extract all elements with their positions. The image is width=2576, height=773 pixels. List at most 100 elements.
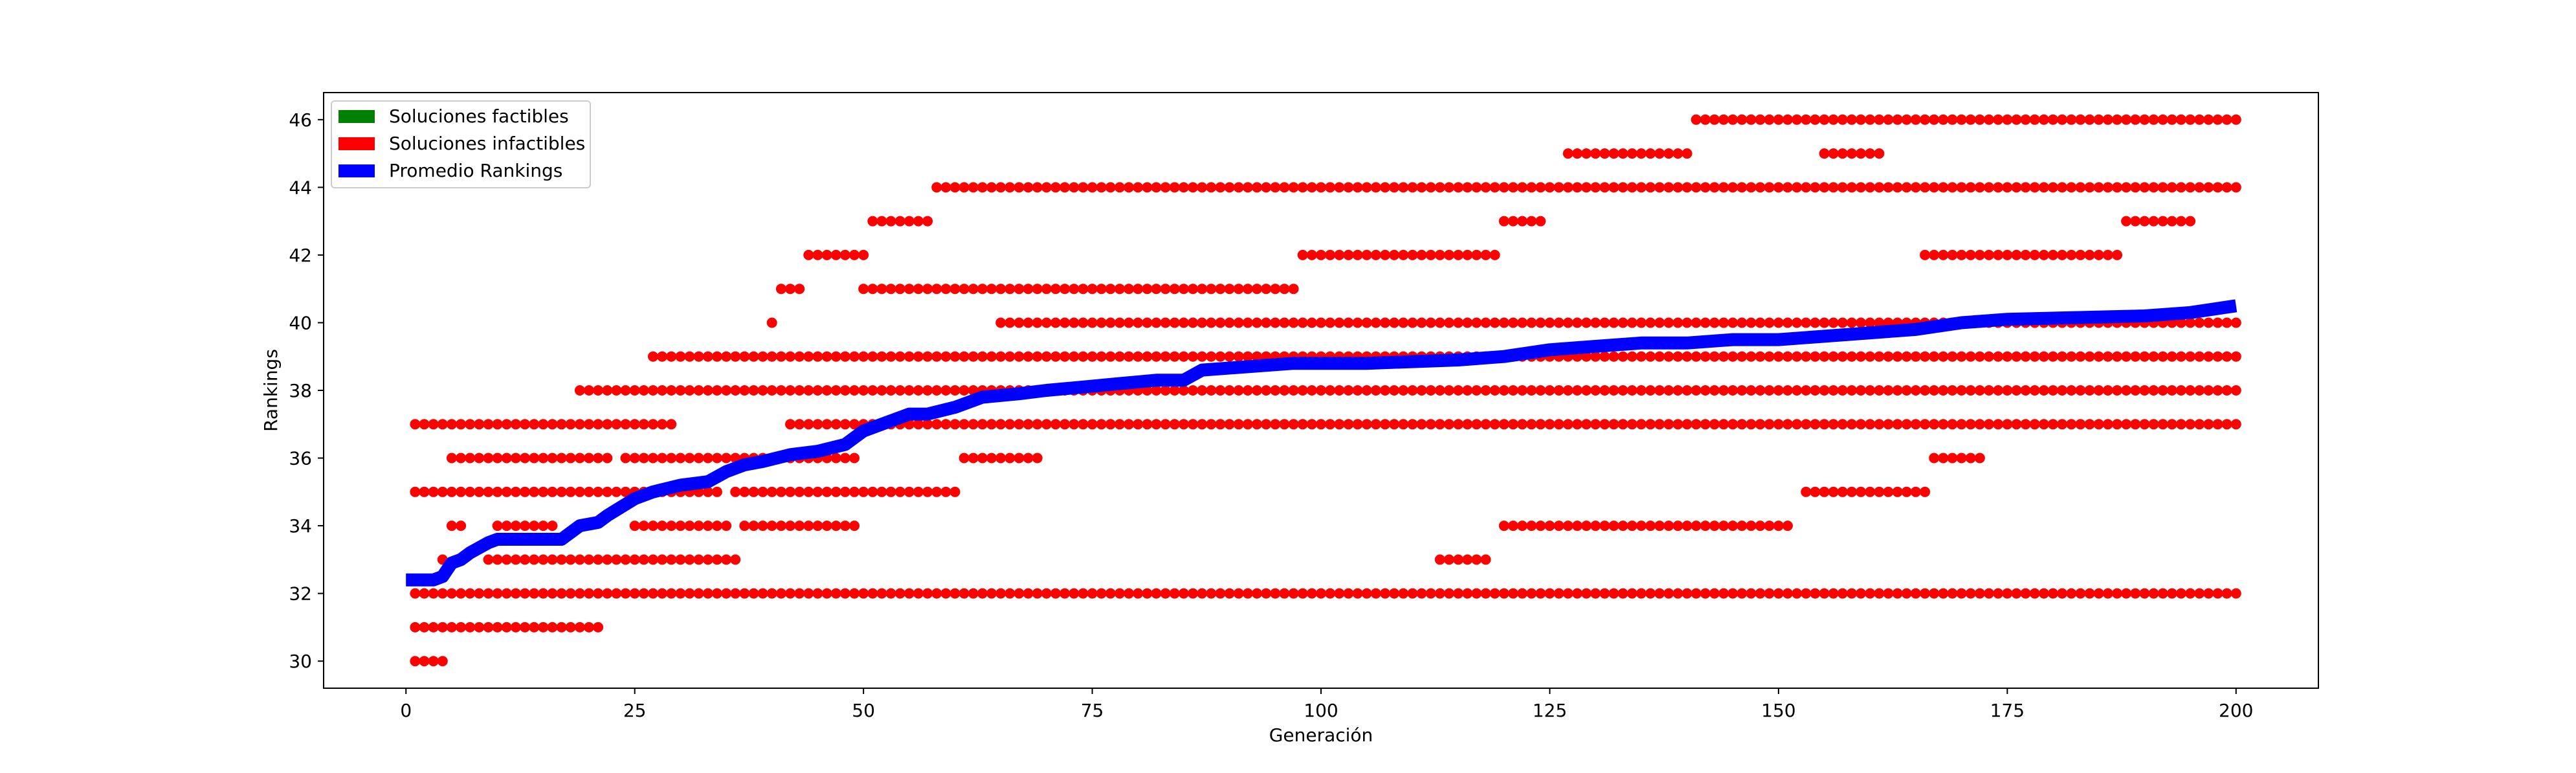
point-soluciones-infactibles [1471,317,1482,328]
point-soluciones-infactibles [1773,419,1784,430]
point-soluciones-infactibles [775,284,786,295]
point-soluciones-infactibles [986,284,997,295]
point-soluciones-infactibles [959,284,970,295]
point-soluciones-infactibles [1462,385,1473,396]
point-soluciones-infactibles [839,453,850,464]
point-soluciones-infactibles [1197,351,1208,362]
point-soluciones-infactibles [2194,588,2205,599]
point-soluciones-infactibles [547,453,558,464]
point-soluciones-infactibles [1672,419,1683,430]
point-soluciones-infactibles [2093,182,2104,193]
point-soluciones-infactibles [2057,385,2068,396]
point-soluciones-infactibles [894,216,905,227]
point-soluciones-infactibles [538,486,549,497]
point-soluciones-infactibles [1425,385,1436,396]
point-soluciones-infactibles [785,351,795,362]
point-soluciones-infactibles [1169,284,1180,295]
point-soluciones-infactibles [2038,351,2049,362]
x-tick-label: 25 [623,700,647,721]
point-soluciones-infactibles [693,453,704,464]
point-soluciones-infactibles [1856,486,1867,497]
point-soluciones-infactibles [2157,216,2168,227]
point-soluciones-infactibles [1526,385,1537,396]
point-soluciones-infactibles [529,486,540,497]
point-soluciones-infactibles [711,453,722,464]
point-soluciones-infactibles [885,216,896,227]
point-soluciones-infactibles [1480,182,1491,193]
point-soluciones-infactibles [2194,182,2205,193]
point-soluciones-infactibles [1078,182,1089,193]
point-soluciones-infactibles [1553,521,1564,532]
point-soluciones-infactibles [2020,249,2031,260]
point-soluciones-infactibles [1608,182,1619,193]
point-soluciones-infactibles [2075,351,2086,362]
point-soluciones-infactibles [1242,588,1253,599]
point-soluciones-infactibles [1325,249,1336,260]
point-soluciones-infactibles [1023,284,1034,295]
point-soluciones-infactibles [1984,385,1994,396]
point-soluciones-infactibles [510,453,521,464]
point-soluciones-infactibles [1316,249,1326,260]
point-soluciones-infactibles [1096,284,1107,295]
point-soluciones-infactibles [547,419,558,430]
point-soluciones-infactibles [2102,249,2113,260]
point-soluciones-infactibles [584,554,594,565]
point-soluciones-infactibles [657,521,668,532]
point-soluciones-infactibles [1288,588,1299,599]
point-soluciones-infactibles [1709,419,1720,430]
point-soluciones-infactibles [1737,317,1748,328]
point-soluciones-infactibles [593,486,604,497]
point-soluciones-infactibles [1453,385,1464,396]
point-soluciones-infactibles [1856,317,1867,328]
point-soluciones-infactibles [1316,385,1326,396]
point-soluciones-infactibles [2066,249,2077,260]
point-soluciones-infactibles [2139,351,2150,362]
point-soluciones-infactibles [1306,385,1317,396]
point-soluciones-infactibles [1425,182,1436,193]
point-soluciones-infactibles [904,351,915,362]
point-soluciones-infactibles [913,284,924,295]
point-soluciones-infactibles [1755,419,1766,430]
point-soluciones-infactibles [1874,114,1885,125]
point-soluciones-infactibles [574,486,585,497]
point-soluciones-infactibles [1526,588,1537,599]
point-soluciones-infactibles [1636,148,1647,159]
point-soluciones-infactibles [1142,182,1153,193]
point-soluciones-infactibles [1361,249,1372,260]
point-soluciones-infactibles [657,351,668,362]
point-soluciones-infactibles [1599,419,1610,430]
point-soluciones-infactibles [1325,317,1336,328]
point-soluciones-infactibles [1480,249,1491,260]
point-soluciones-infactibles [867,588,878,599]
point-soluciones-infactibles [1096,182,1107,193]
point-soluciones-infactibles [1462,182,1473,193]
point-soluciones-infactibles [1910,182,1921,193]
point-soluciones-infactibles [1060,317,1071,328]
point-soluciones-infactibles [1288,317,1299,328]
point-soluciones-infactibles [620,419,631,430]
point-soluciones-infactibles [1773,182,1784,193]
point-soluciones-infactibles [977,182,988,193]
point-soluciones-infactibles [1847,351,1857,362]
point-soluciones-infactibles [1608,317,1619,328]
point-soluciones-infactibles [1700,385,1711,396]
point-soluciones-infactibles [1334,588,1345,599]
point-soluciones-infactibles [428,622,439,633]
point-soluciones-infactibles [2157,385,2168,396]
point-soluciones-infactibles [1014,588,1025,599]
point-soluciones-infactibles [1810,385,1821,396]
point-soluciones-infactibles [556,453,567,464]
point-soluciones-infactibles [574,588,585,599]
point-soluciones-infactibles [492,453,503,464]
point-soluciones-infactibles [1206,284,1217,295]
point-soluciones-infactibles [1636,317,1647,328]
point-soluciones-infactibles [1142,351,1153,362]
point-soluciones-infactibles [2212,351,2223,362]
point-soluciones-infactibles [1434,385,1445,396]
point-soluciones-infactibles [1938,182,1949,193]
point-soluciones-infactibles [1792,317,1803,328]
point-soluciones-infactibles [538,554,549,565]
point-soluciones-infactibles [456,453,467,464]
point-soluciones-infactibles [629,419,640,430]
point-soluciones-infactibles [465,453,476,464]
